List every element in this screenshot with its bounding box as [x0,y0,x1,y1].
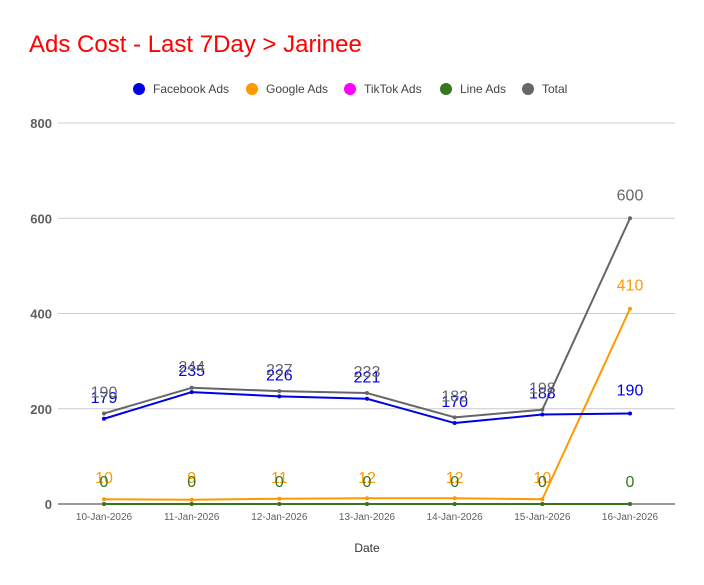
data-label-facebook-ads: 235 [178,363,205,380]
x-tick-label: 10-Jan-2026 [76,512,133,523]
data-label-line-ads: 0 [100,474,109,491]
data-label-facebook-ads: 188 [529,385,556,402]
data-point-total [365,391,369,396]
data-label-total: 233 [354,364,381,381]
data-point-google-ads [365,496,369,501]
data-label-google-ads: 9 [187,470,196,487]
data-label-total: 198 [529,381,556,398]
data-label-google-ads: 410 [617,278,644,295]
legend-dot-line-ads [440,83,452,95]
data-point-line-ads [102,502,106,506]
data-point-google-ads [452,496,457,501]
data-label-facebook-ads: 226 [266,367,293,384]
data-label-line-ads: 0 [450,474,459,491]
data-point-google-ads [277,496,282,501]
y-tick-label: 400 [30,307,52,322]
data-point-line-ads [540,502,545,506]
data-point-facebook-ads [452,421,457,426]
y-tick-label: 800 [30,116,52,131]
chart-title: Ads Cost - Last 7Day > Jarinee [29,31,362,58]
data-label-total: 182 [441,388,468,405]
data-label-facebook-ads: 170 [441,394,468,411]
x-axis-ticks: 10-Jan-2026 11-Jan-2026 12-Jan-2026 13-Jan-… [76,512,659,523]
data-point-facebook-ads [277,394,282,399]
legend-label-total: Total [542,82,568,96]
data-point-total [452,415,457,420]
data-point-facebook-ads [365,396,369,401]
data-point-total [102,411,106,416]
x-tick-label: 15-Jan-2026 [514,512,571,523]
data-label-google-ads: 10 [95,470,113,487]
legend-dot-google-ads [246,83,258,95]
data-point-facebook-ads [628,411,632,416]
data-label-line-ads: 0 [363,474,372,491]
x-tick-label: 16-Jan-2026 [602,512,659,523]
legend-label-tiktok-ads: TikTok Ads [364,82,422,96]
y-tick-label: 600 [30,211,52,226]
data-label-line-ads: 0 [626,474,635,491]
legend-item-facebook-ads[interactable]: Facebook Ads [133,80,229,98]
data-point-facebook-ads [102,416,106,421]
data-label-facebook-ads: 190 [617,383,644,400]
data-label-facebook-ads: 179 [91,390,118,407]
x-tick-label: 14-Jan-2026 [427,512,484,523]
legend-item-total[interactable]: Total [522,80,567,98]
legend-item-tiktok-ads[interactable]: TikTok Ads [344,80,422,98]
data-point-line-ads [277,502,282,506]
data-point-total [277,389,282,394]
legend-label-line-ads: Line Ads [460,82,507,96]
x-tick-label: 13-Jan-2026 [339,512,396,523]
data-label-total: 190 [91,385,118,402]
data-point-line-ads [628,502,632,506]
series-lines [102,216,632,506]
data-label-google-ads: 12 [358,470,376,487]
legend-dot-facebook-ads [133,83,145,95]
data-point-total [189,385,194,390]
data-point-total [540,407,545,412]
data-point-google-ads [628,306,632,311]
chart-legend: Facebook Ads Google Ads TikTok Ads Line … [0,80,704,98]
data-point-line-ads [189,502,194,506]
data-label-total: 237 [266,362,293,379]
data-point-google-ads [189,497,194,502]
legend-label-facebook-ads: Facebook Ads [153,82,230,96]
y-tick-label: 200 [30,402,52,417]
y-tick-label: 0 [45,497,52,512]
grid-lines [58,122,675,505]
data-label-google-ads: 11 [271,470,288,487]
data-point-facebook-ads [540,412,545,417]
x-axis-title: Date [354,541,380,555]
data-point-facebook-ads [189,390,194,395]
data-label-total: 600 [617,187,644,204]
data-point-total [628,216,632,221]
data-label-google-ads: 12 [446,470,464,487]
data-point-google-ads [102,497,106,502]
data-label-line-ads: 0 [538,474,547,491]
data-point-google-ads [540,497,545,502]
legend-dot-total [522,83,534,95]
data-point-line-ads [365,502,369,506]
y-axis-ticks: 0 200 400 600 800 [30,116,52,512]
data-label-facebook-ads: 221 [354,370,381,387]
legend-dot-tiktok-ads [344,83,356,95]
data-label-line-ads: 0 [275,474,284,491]
legend-item-line-ads[interactable]: Line Ads [440,80,506,98]
data-label-total: 244 [178,359,205,376]
x-tick-label: 12-Jan-2026 [251,512,308,523]
legend-item-google-ads[interactable]: Google Ads [246,80,328,98]
legend-label-google-ads: Google Ads [266,82,329,96]
data-label-line-ads: 0 [187,474,196,491]
data-point-line-ads [452,502,457,506]
data-label-google-ads: 10 [533,470,551,487]
x-tick-label: 11-Jan-2026 [164,512,220,523]
